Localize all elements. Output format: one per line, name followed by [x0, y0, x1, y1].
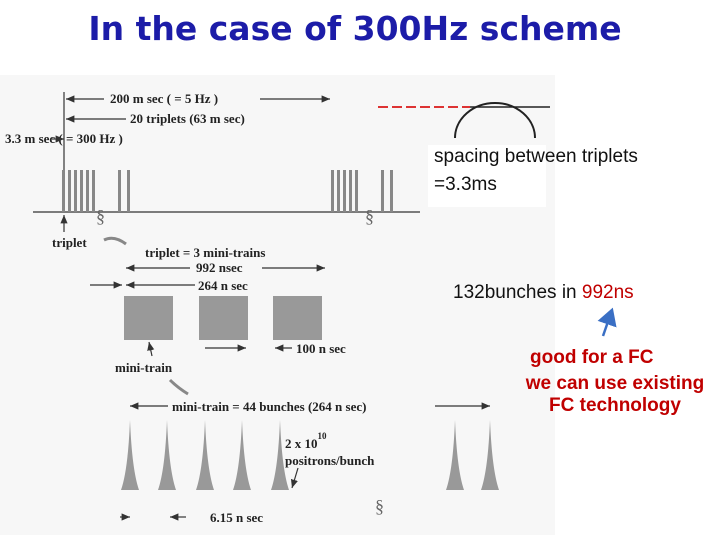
- bunch-spike: [121, 420, 139, 490]
- bunch-spike: [233, 420, 251, 490]
- arrow: [147, 341, 155, 357]
- triplet-bar: [349, 170, 352, 212]
- label: triplet: [52, 235, 87, 250]
- triplet-bar: [127, 170, 130, 212]
- label: triplet = 3 mini-trains: [145, 245, 265, 260]
- break-mark: §: [375, 496, 384, 516]
- break-mark: §: [96, 206, 105, 226]
- triplet-bar: [118, 170, 121, 212]
- note: =3.3ms: [434, 174, 497, 195]
- label: 2 x 10: [285, 436, 318, 451]
- label: mini-train: [115, 360, 173, 375]
- flow-arrow: [103, 236, 127, 246]
- note-text: 132bunches in: [453, 282, 582, 303]
- triplet-bar: [355, 170, 358, 212]
- bunch-spike: [446, 420, 464, 490]
- mini-train-block: [124, 296, 173, 340]
- triplet-bar: [390, 170, 393, 212]
- triplet-bar: [86, 170, 89, 212]
- note: we can use existing: [525, 373, 704, 394]
- break-mark: §: [365, 206, 374, 226]
- triplet-bar: [331, 170, 334, 212]
- verdict: good for a FC: [530, 347, 654, 368]
- label: 6.15 n sec: [210, 510, 263, 525]
- label: mini-train = 44 bunches (264 n sec): [172, 399, 366, 414]
- bunch-spike: [158, 420, 176, 490]
- ring: [454, 102, 536, 139]
- bunch-spike: [196, 420, 214, 490]
- slide-title: In the case of 300Hz scheme: [88, 9, 621, 48]
- triplet-bar: [68, 170, 71, 212]
- note: 132bunches in 992ns: [453, 282, 634, 303]
- triplet-bar: [381, 170, 384, 212]
- triplet-bar: [92, 170, 95, 212]
- bunch-spikes: [121, 420, 499, 490]
- label: 2 x 1010: [285, 431, 327, 451]
- label: 264 n sec: [198, 278, 248, 293]
- label: 100 n sec: [296, 341, 346, 356]
- mini-train-block: [199, 296, 248, 340]
- superscript: 10: [318, 431, 328, 441]
- note: spacing between triplets: [434, 146, 638, 167]
- diagram: 200 m sec ( = 5 Hz ) 20 triplets (63 m s…: [0, 75, 555, 535]
- mini-train-block: [273, 296, 322, 340]
- note-box: [428, 145, 546, 207]
- label: positrons/bunch: [285, 453, 375, 468]
- bunch-spike: [481, 420, 499, 490]
- bunch-spike: [271, 420, 289, 490]
- note: FC technology: [549, 395, 681, 416]
- triplet-bar: [337, 170, 340, 212]
- triplet-bar: [80, 170, 83, 212]
- label: 20 triplets (63 m sec): [130, 111, 245, 126]
- triplet-bar: [62, 170, 65, 212]
- triplet-bars: [62, 170, 393, 212]
- pointer-arrow: [597, 307, 617, 337]
- label: 200 m sec ( = 5 Hz ): [110, 91, 218, 106]
- label: 992 nsec: [196, 260, 243, 275]
- note-highlight: 992ns: [582, 282, 634, 303]
- triplet-bar: [343, 170, 346, 212]
- flow-arrow: [168, 378, 189, 396]
- arrow: [290, 467, 299, 489]
- triplet-bar: [74, 170, 77, 212]
